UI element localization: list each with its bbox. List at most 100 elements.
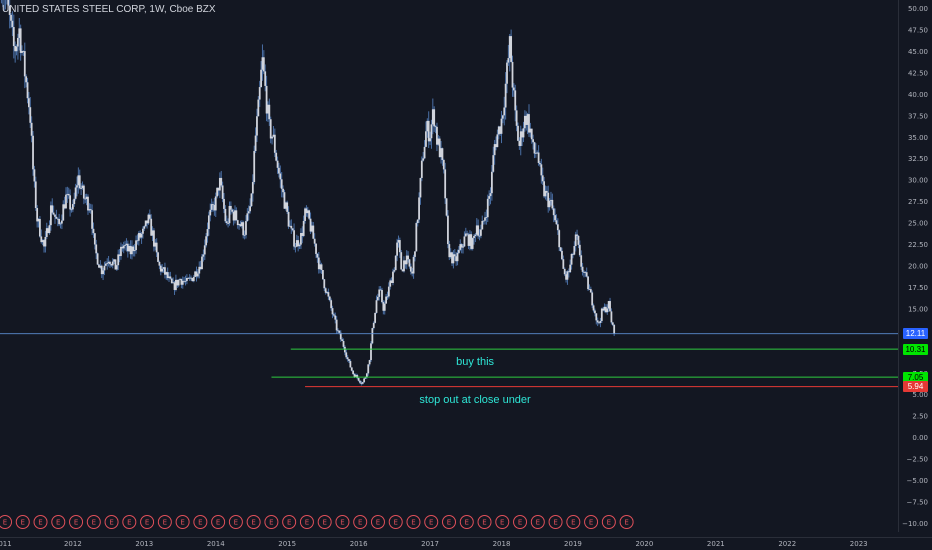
- candle-body: [99, 265, 102, 268]
- candle-body: [411, 271, 414, 274]
- candle-body: [518, 140, 521, 146]
- candle-body: [236, 220, 239, 226]
- candle-body: [229, 205, 232, 210]
- candle-body: [30, 122, 33, 136]
- candle-body: [408, 259, 411, 267]
- candle-body: [365, 373, 368, 378]
- candle-body: [337, 330, 339, 332]
- x-tick-label: 011: [0, 540, 12, 548]
- candle-body: [409, 266, 412, 272]
- candle-body: [47, 228, 50, 233]
- candle-body: [587, 276, 589, 290]
- candle-body: [599, 320, 602, 323]
- candle-body: [533, 142, 536, 154]
- candle-body: [572, 253, 574, 255]
- candle-body: [56, 218, 59, 220]
- candle-body: [523, 115, 526, 129]
- candle-body: [305, 208, 308, 214]
- candle-body: [139, 233, 142, 238]
- candle-body: [249, 206, 251, 212]
- price-tag-last: 12.11: [903, 328, 928, 340]
- candle-body: [429, 138, 431, 142]
- candle-body: [320, 264, 323, 271]
- candle-body: [191, 278, 194, 282]
- candle-body: [420, 160, 423, 178]
- candle-body: [77, 175, 80, 186]
- candle-body: [375, 300, 378, 313]
- candle-body: [66, 193, 69, 195]
- candle-body: [554, 215, 556, 221]
- earnings-marker-label: E: [429, 519, 433, 527]
- candle-body: [545, 190, 548, 193]
- candle-body: [529, 128, 532, 133]
- candle-body: [430, 124, 433, 139]
- y-tick-label: 2.50: [912, 413, 928, 421]
- candle-body: [232, 211, 235, 221]
- candle-body: [187, 277, 190, 279]
- candle-body: [440, 148, 442, 158]
- candle-body: [201, 256, 203, 270]
- candle-body: [103, 265, 106, 271]
- candle-body: [169, 276, 172, 279]
- candle-body: [541, 175, 544, 182]
- candle-body: [206, 229, 209, 237]
- candle-body: [415, 223, 418, 252]
- candle-body: [427, 120, 430, 142]
- earnings-marker: [15, 515, 30, 529]
- candle-body: [348, 359, 350, 362]
- candle-body: [181, 280, 184, 285]
- x-tick-label: 2017: [421, 540, 439, 548]
- candle-body: [455, 256, 458, 262]
- candle-body: [477, 225, 480, 236]
- candle-body: [76, 185, 78, 188]
- candle-body: [521, 131, 524, 138]
- earnings-marker: [530, 515, 545, 529]
- x-tick-label: 2014: [207, 540, 225, 548]
- candle-body: [225, 221, 228, 224]
- candle-body: [493, 144, 496, 156]
- candle-body: [610, 311, 613, 323]
- candle-body: [613, 324, 616, 334]
- candle-body: [589, 289, 592, 293]
- candle-body: [528, 114, 530, 133]
- candle-body: [290, 225, 293, 229]
- earnings-marker: [370, 515, 385, 529]
- candle-body: [213, 204, 216, 211]
- candle-body: [19, 28, 22, 53]
- x-tick-label: 2021: [707, 540, 725, 548]
- candle-body: [425, 131, 427, 147]
- candle-body: [607, 301, 610, 309]
- candle-body: [606, 308, 609, 313]
- candle-body: [25, 76, 28, 83]
- earnings-marker-label: E: [394, 519, 398, 527]
- candle-body: [93, 233, 96, 245]
- candle-body: [12, 27, 15, 47]
- candle-body: [55, 216, 58, 219]
- candle-body: [371, 328, 374, 344]
- candle-body: [218, 177, 221, 191]
- candle-body: [368, 360, 371, 365]
- candle-body: [508, 36, 511, 59]
- candle-body: [302, 220, 305, 236]
- candle-body: [536, 152, 539, 154]
- candle-body: [276, 160, 279, 168]
- candle-body: [304, 208, 306, 221]
- candle-body: [551, 199, 554, 209]
- candle-body: [17, 37, 19, 47]
- candle-body: [223, 198, 225, 209]
- candle-body: [166, 272, 169, 279]
- candle-body: [573, 246, 576, 255]
- candle-body: [162, 267, 165, 269]
- candle-body: [422, 158, 425, 161]
- candle-body: [150, 218, 153, 236]
- candle-body: [416, 219, 419, 224]
- candle-body: [367, 364, 370, 374]
- candle-body: [92, 228, 95, 234]
- earnings-marker: [246, 515, 261, 529]
- earnings-marker: [459, 515, 474, 529]
- candle-body: [81, 185, 84, 189]
- candle-body: [142, 228, 144, 234]
- candle-body: [600, 308, 603, 321]
- x-tick-label: 2022: [778, 540, 796, 548]
